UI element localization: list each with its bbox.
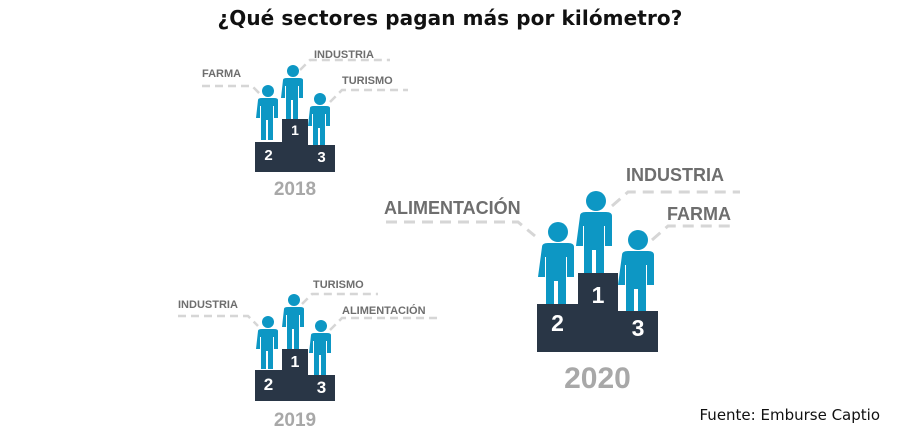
year-label: 2020: [564, 362, 631, 395]
place-2: 2: [551, 310, 564, 336]
label-second: ALIMENTACIÓN: [384, 198, 521, 218]
leader-lines-icon: [202, 58, 408, 103]
label-first: INDUSTRIA: [626, 165, 724, 185]
year-label: 2018: [273, 179, 317, 200]
chart-title: ¿Qué sectores pagan más por kilómetro?: [217, 6, 683, 30]
place-2: 2: [263, 375, 274, 394]
place-3: 3: [317, 149, 326, 166]
podium-2018: 1 2 3 FARMA INDUSTRIA TURISMO 2018: [190, 40, 450, 210]
podium-2020: 1 2 3 ALIMENTACIÓN INDUSTRIA FARMA 2020: [380, 160, 760, 400]
label-first: INDUSTRIA: [314, 49, 374, 61]
place-3: 3: [631, 315, 645, 341]
podium-2019-graphic: [178, 292, 442, 401]
podium-2019: 1 2 3 INDUSTRIA TURISMO ALIMENTACIÓN 201…: [170, 270, 460, 440]
podium-2020-graphic: [386, 190, 740, 352]
podium-2018-graphic: [202, 58, 408, 172]
label-second: FARMA: [202, 68, 242, 80]
label-third: ALIMENTACIÓN: [342, 305, 426, 317]
place-3: 3: [316, 378, 327, 397]
leader-lines-icon: [386, 190, 740, 242]
person-icons: [256, 294, 331, 375]
person-icons: [256, 65, 330, 148]
label-first: TURISMO: [313, 279, 364, 291]
label-second: INDUSTRIA: [178, 299, 238, 311]
podium-blocks: [255, 349, 335, 401]
podium-blocks: [537, 273, 658, 352]
label-third: TURISMO: [342, 75, 393, 87]
person-icons: [538, 191, 654, 321]
year-label: 2019: [273, 410, 317, 431]
place-1: 1: [290, 354, 300, 371]
place-1: 1: [591, 282, 605, 308]
place-1: 1: [291, 122, 299, 138]
podium-blocks: [255, 119, 335, 172]
place-2: 2: [264, 147, 273, 164]
source-note: Fuente: Emburse Captio: [699, 406, 881, 424]
leader-lines-icon: [178, 292, 442, 331]
label-third: FARMA: [667, 204, 731, 224]
